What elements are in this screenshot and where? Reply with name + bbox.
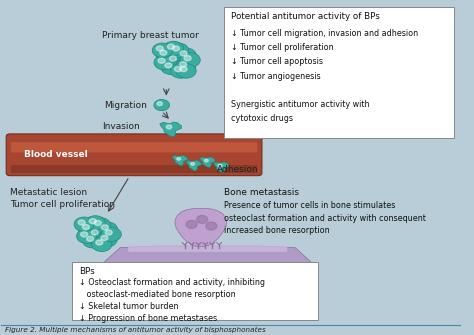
Circle shape [78, 220, 85, 225]
Circle shape [165, 53, 186, 68]
Polygon shape [214, 162, 229, 172]
Circle shape [167, 44, 174, 49]
Circle shape [89, 219, 96, 224]
Circle shape [204, 159, 208, 162]
Text: osteoclast-mediated bone resorption: osteoclast-mediated bone resorption [79, 290, 236, 299]
Circle shape [87, 227, 108, 242]
Circle shape [105, 230, 112, 235]
Text: ↓ Osteoclast formation and activity, inhibiting: ↓ Osteoclast formation and activity, inh… [79, 278, 265, 287]
Circle shape [166, 125, 172, 129]
Circle shape [180, 67, 187, 72]
Circle shape [156, 46, 164, 51]
Polygon shape [186, 160, 201, 171]
Circle shape [101, 227, 121, 242]
Text: ↓ Tumor angiogenesis: ↓ Tumor angiogenesis [231, 72, 320, 81]
Text: Migration: Migration [104, 100, 147, 110]
Circle shape [184, 56, 191, 61]
Circle shape [74, 217, 94, 231]
Circle shape [158, 58, 165, 63]
Text: Bone metastasis: Bone metastasis [224, 188, 299, 197]
Circle shape [191, 162, 194, 165]
Circle shape [165, 63, 172, 68]
Circle shape [164, 41, 183, 56]
Circle shape [156, 47, 176, 62]
Text: osteoclast formation and activity with consequent: osteoclast formation and activity with c… [224, 214, 426, 223]
Circle shape [91, 230, 98, 235]
Text: Presence of tumor cells in bone stimulates: Presence of tumor cells in bone stimulat… [224, 201, 395, 210]
Circle shape [97, 222, 118, 237]
Circle shape [160, 50, 167, 55]
Circle shape [152, 43, 173, 58]
Circle shape [81, 232, 88, 237]
Circle shape [173, 46, 180, 51]
Circle shape [175, 59, 196, 73]
Circle shape [101, 236, 108, 241]
Circle shape [161, 60, 181, 75]
Circle shape [180, 51, 187, 56]
Circle shape [206, 222, 217, 230]
Circle shape [76, 229, 97, 244]
Circle shape [91, 237, 112, 252]
Circle shape [154, 55, 174, 70]
Polygon shape [173, 155, 188, 166]
Circle shape [180, 62, 187, 67]
Text: ↓ Tumor cell apoptosis: ↓ Tumor cell apoptosis [231, 57, 323, 66]
Circle shape [218, 164, 222, 167]
FancyBboxPatch shape [128, 244, 287, 252]
Polygon shape [175, 208, 227, 247]
Text: Primary breast tumor: Primary breast tumor [102, 31, 199, 40]
Text: Figure 2. Multiple mechanisms of antitumor activity of bisphosphonates: Figure 2. Multiple mechanisms of antitum… [5, 327, 266, 333]
Text: increased bone resorption: increased bone resorption [224, 226, 329, 236]
Text: ↓ Progression of bone metastases: ↓ Progression of bone metastases [79, 314, 217, 323]
Text: Synergistic antitumor activity with: Synergistic antitumor activity with [231, 100, 369, 109]
Circle shape [82, 233, 103, 248]
Circle shape [157, 102, 163, 106]
Polygon shape [200, 157, 215, 168]
Circle shape [169, 56, 176, 61]
Circle shape [186, 220, 197, 228]
Circle shape [94, 220, 101, 225]
Circle shape [180, 53, 200, 67]
Circle shape [82, 224, 90, 229]
Text: Invasion: Invasion [102, 122, 140, 131]
Text: Metastatic lesion
Tumor cell proliferation: Metastatic lesion Tumor cell proliferati… [10, 188, 115, 209]
Circle shape [176, 64, 196, 78]
Circle shape [97, 232, 117, 247]
Text: ↓ Tumor cell migration, invasion and adhesion: ↓ Tumor cell migration, invasion and adh… [231, 29, 418, 38]
Text: Blood vessel: Blood vessel [24, 150, 87, 159]
Text: Adhesion: Adhesion [217, 165, 258, 174]
Circle shape [174, 67, 182, 72]
Circle shape [197, 215, 208, 223]
FancyBboxPatch shape [72, 263, 318, 321]
Text: cytotoxic drugs: cytotoxic drugs [231, 114, 292, 123]
FancyBboxPatch shape [224, 7, 454, 138]
Text: Potential antitumor activity of BPs: Potential antitumor activity of BPs [231, 12, 380, 21]
Circle shape [85, 216, 105, 230]
Polygon shape [102, 246, 313, 272]
FancyBboxPatch shape [11, 165, 257, 173]
Circle shape [78, 221, 99, 236]
FancyBboxPatch shape [11, 142, 257, 152]
Text: ↓ Skeletal tumor burden: ↓ Skeletal tumor burden [79, 302, 178, 311]
Circle shape [96, 240, 103, 245]
FancyBboxPatch shape [6, 134, 262, 176]
Circle shape [87, 236, 94, 242]
Circle shape [177, 157, 181, 160]
Text: ↓ Tumor cell proliferation: ↓ Tumor cell proliferation [231, 43, 333, 52]
Circle shape [90, 217, 110, 232]
Circle shape [171, 64, 191, 78]
Circle shape [101, 225, 109, 230]
Circle shape [168, 43, 189, 58]
Polygon shape [160, 122, 182, 137]
Text: BPs: BPs [79, 267, 95, 276]
Circle shape [154, 99, 170, 111]
Circle shape [176, 48, 196, 63]
